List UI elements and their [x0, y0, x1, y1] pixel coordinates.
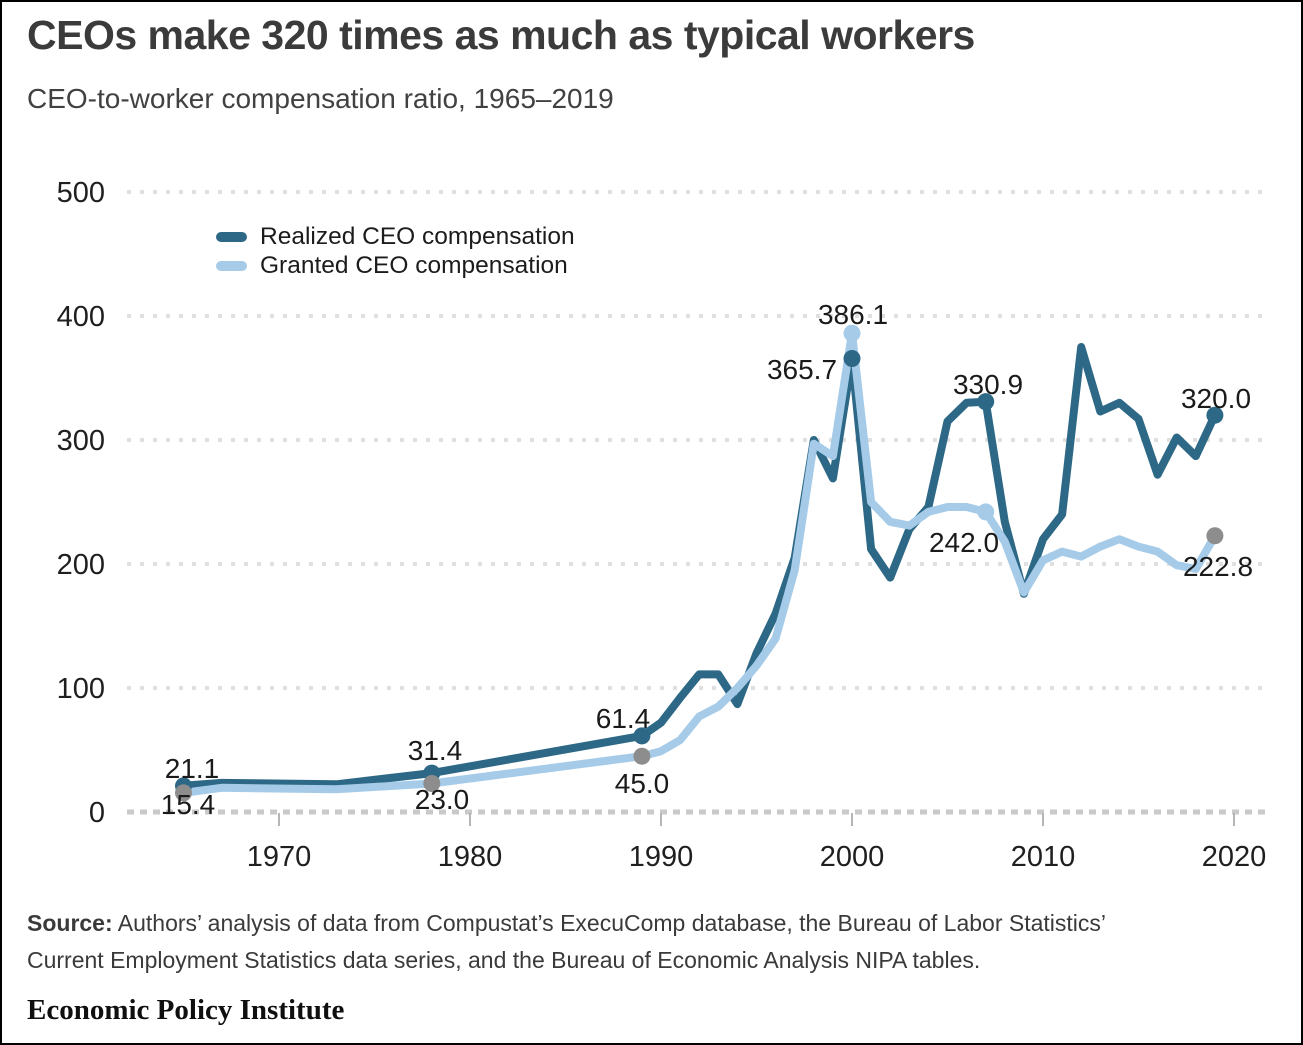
legend: Realized CEO compensation Granted CEO co…: [216, 222, 575, 280]
y-axis-tick-label: 500: [57, 177, 105, 209]
source-note: Source: Authors’ analysis of data from C…: [27, 905, 1277, 979]
source-line1: Authors’ analysis of data from Compustat…: [112, 910, 1106, 936]
granted-1965-value-label: 15.4: [161, 789, 216, 820]
y-axis-tick-label: 200: [57, 549, 105, 581]
granted-1978-value-label: 23.0: [415, 784, 470, 815]
granted-2019-value-label: 222.8: [1183, 551, 1253, 582]
legend-item-granted: Granted CEO compensation: [216, 251, 575, 280]
realized-line-swatch-icon: [216, 231, 247, 242]
legend-label-granted: Granted CEO compensation: [260, 251, 568, 279]
chart-subtitle: CEO-to-worker compensation ratio, 1965–2…: [27, 83, 614, 114]
legend-label-realized: Realized CEO compensation: [260, 222, 575, 250]
granted-2000-value-label: 386.1: [818, 299, 888, 330]
realized-2007-value-label: 330.9: [953, 369, 1023, 400]
granted-1965-marker: [175, 784, 192, 802]
x-axis-tick-label: 1980: [438, 841, 503, 873]
granted-2007-marker: [977, 503, 995, 521]
realized-2019-value-label: 320.0: [1181, 383, 1251, 414]
x-axis-tick-label: 2010: [1011, 841, 1076, 873]
granted-line-swatch-icon: [216, 260, 247, 271]
source-prefix: Source:: [27, 910, 113, 936]
granted-1989-marker: [633, 747, 651, 765]
granted-series-line: [179, 329, 1219, 797]
realized-1978-value-label: 31.4: [408, 735, 463, 766]
realized-2019-marker: [1206, 406, 1224, 424]
realized-2007-marker: [977, 393, 995, 411]
realized-1965-value-label: 21.1: [165, 753, 220, 784]
granted-1989-value-label: 45.0: [615, 768, 670, 799]
realized-1989-value-label: 61.4: [596, 703, 651, 734]
x-axis-tick-label: 2020: [1202, 841, 1267, 873]
x-axis-tick-label: 1970: [247, 841, 312, 873]
granted-1978-marker: [423, 774, 441, 792]
y-axis-tick-label: 400: [57, 301, 105, 333]
granted-2019-marker: [1206, 527, 1224, 545]
granted-2000-marker: [843, 324, 861, 342]
y-axis-tick-label: 100: [57, 673, 105, 705]
realized-2000-value-label: 365.7: [767, 354, 837, 385]
realized-2000-marker: [843, 350, 861, 368]
x-axis-tick-label: 1990: [629, 841, 694, 873]
source-line2: Current Employment Statistics data serie…: [27, 947, 981, 973]
legend-item-realized: Realized CEO compensation: [216, 222, 575, 251]
y-axis-tick-label: 0: [89, 797, 105, 829]
granted-2007-value-label: 242.0: [929, 527, 999, 558]
y-axis-tick-label: 300: [57, 425, 105, 457]
epi-logo: Economic Policy Institute: [27, 994, 345, 1026]
chart-title: CEOs make 320 times as much as typical w…: [27, 12, 975, 58]
realized-1989-marker: [633, 727, 651, 745]
x-axis-tick-label: 2000: [820, 841, 885, 873]
realized-series-line: [179, 343, 1219, 790]
